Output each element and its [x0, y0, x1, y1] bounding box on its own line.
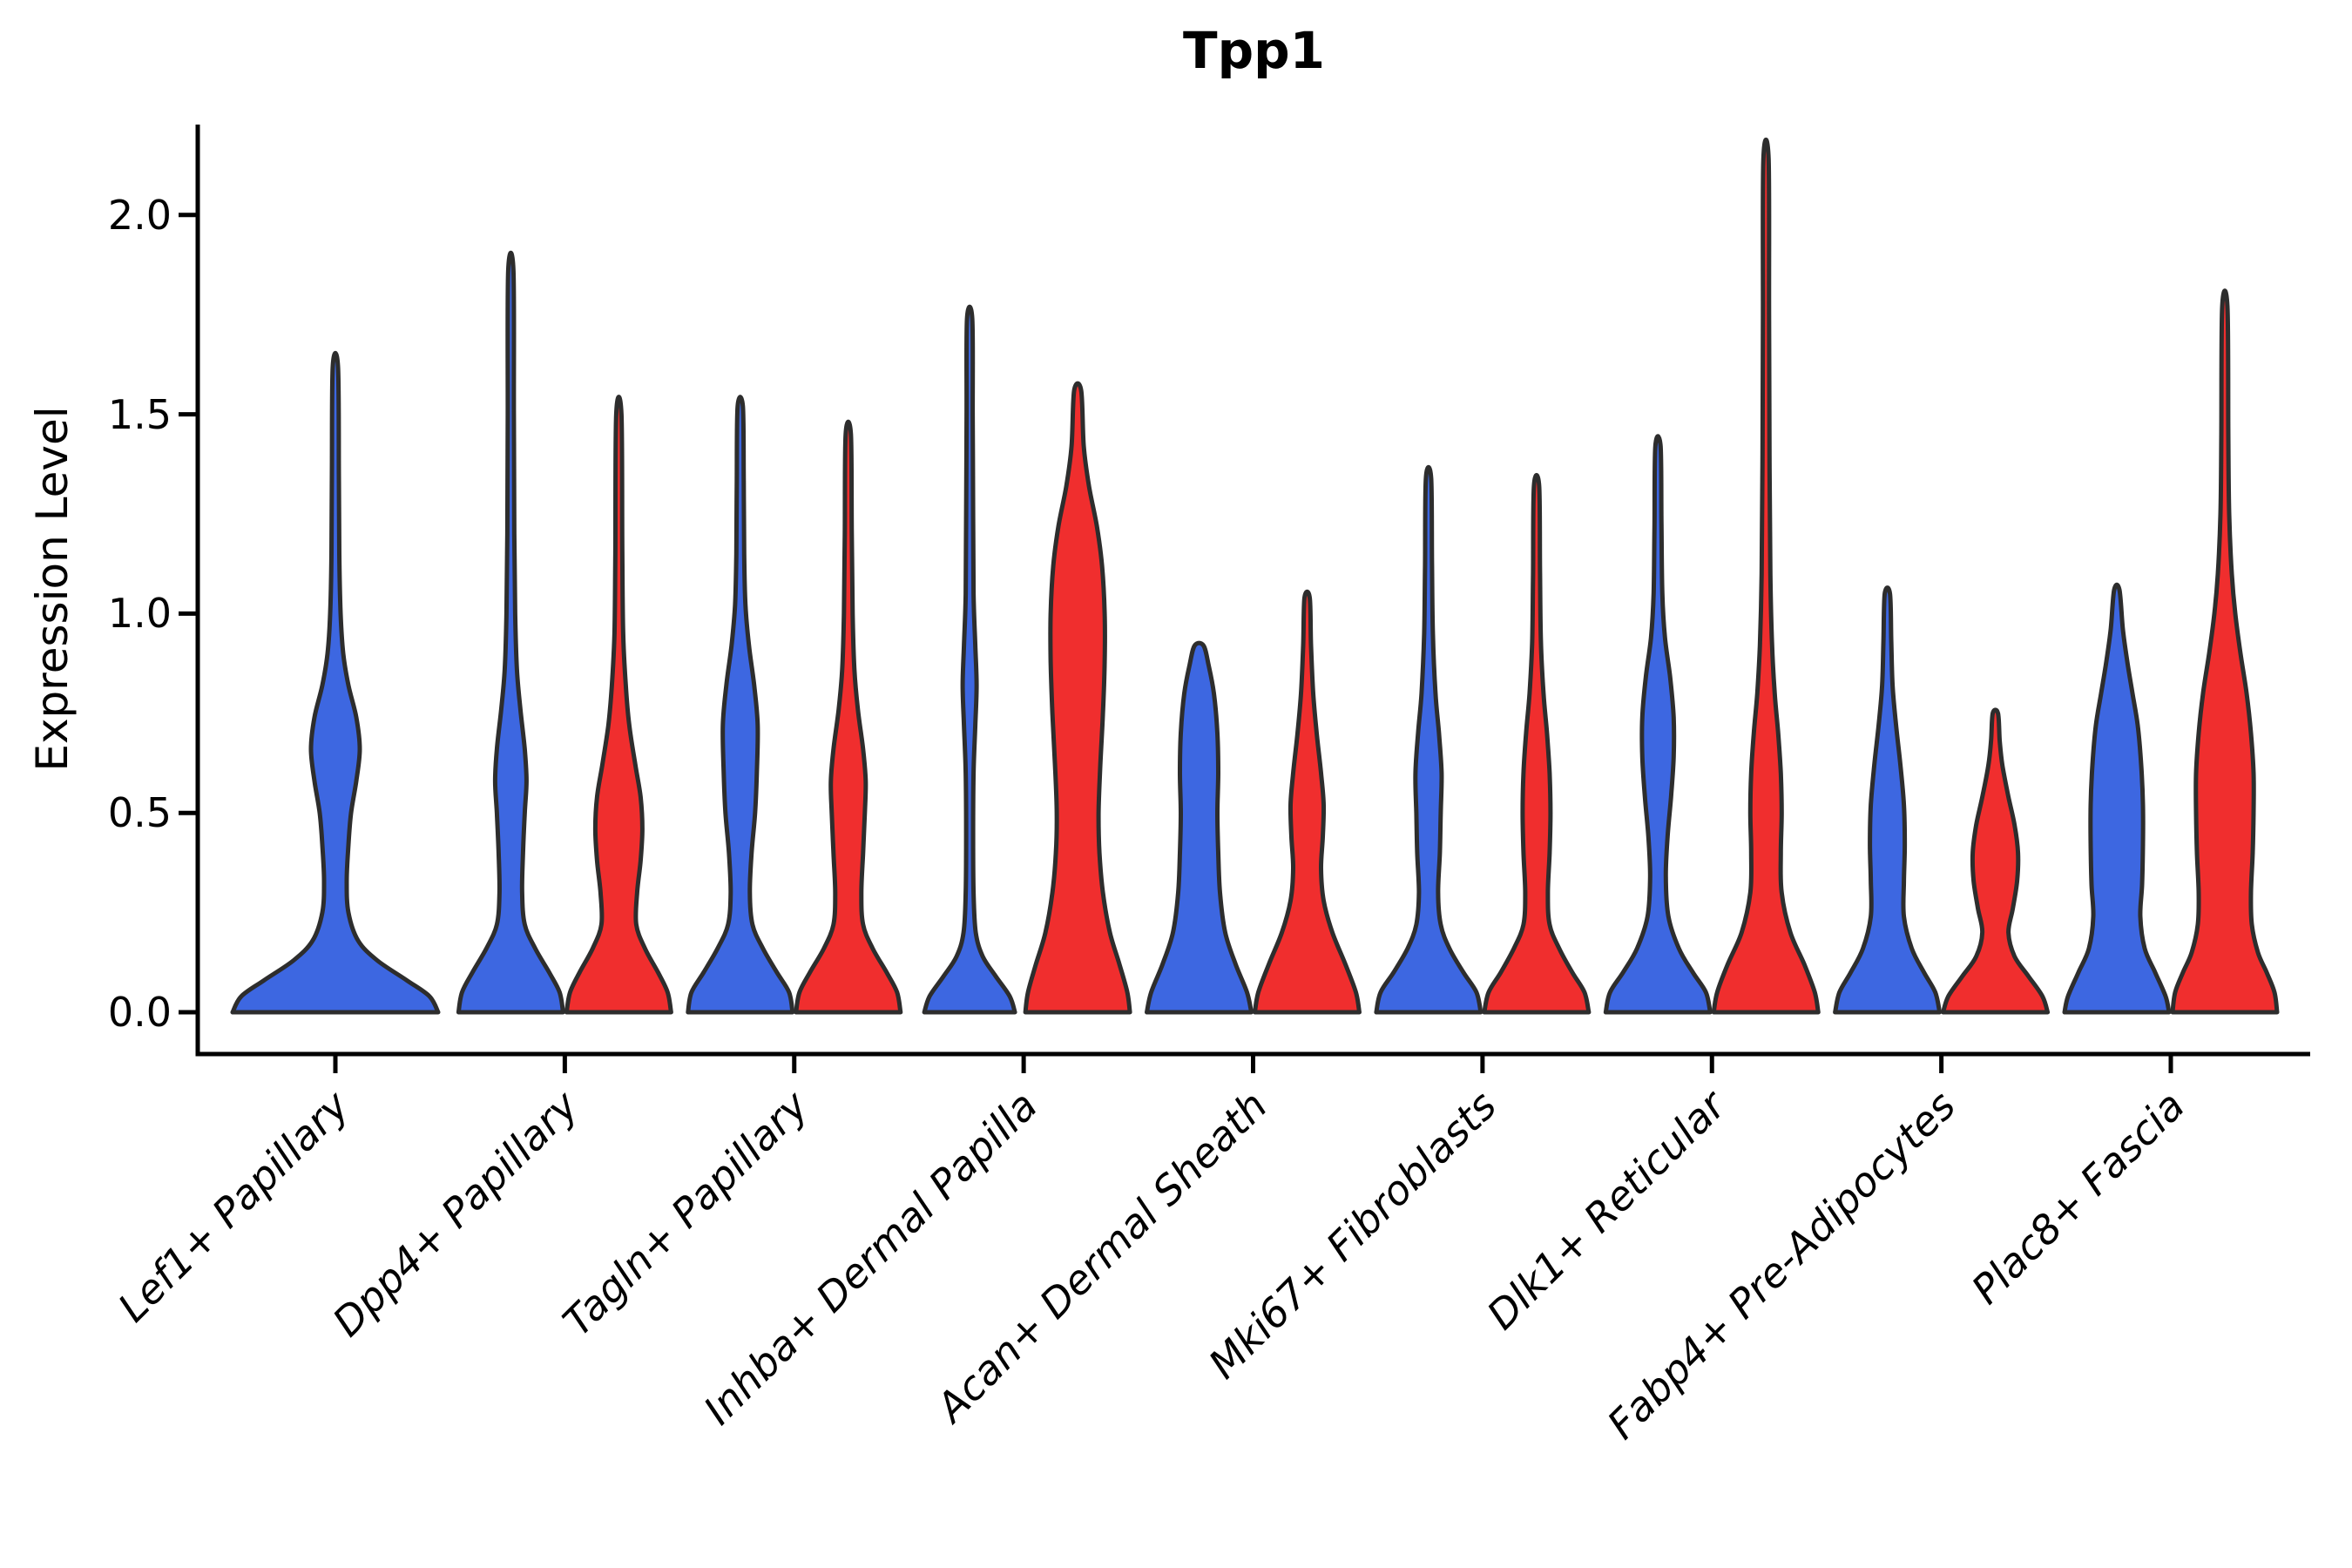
y-tick-label: 0.0	[107, 989, 172, 1036]
y-axis-label: Expression Level	[27, 406, 78, 772]
y-tick-label: 2.0	[107, 191, 172, 239]
violin-blue	[1374, 464, 1484, 1015]
violin-blue	[922, 304, 1017, 1015]
violin-blue	[1833, 585, 1943, 1015]
violin-red	[1023, 381, 1132, 1015]
violin-red	[1941, 707, 2051, 1015]
violin-blue	[2062, 582, 2172, 1015]
violin-blue	[686, 395, 795, 1015]
y-tick-label: 1.5	[107, 390, 172, 438]
violin-red	[2170, 288, 2280, 1015]
violin-blue	[1603, 434, 1713, 1015]
violin-red	[1482, 472, 1592, 1015]
y-tick-label: 0.5	[107, 789, 172, 837]
violin-red	[794, 419, 903, 1015]
violin-red	[564, 395, 673, 1015]
violin-blue	[230, 350, 441, 1015]
y-tick-label: 1.0	[107, 590, 172, 638]
violin-blue	[456, 250, 565, 1015]
chart-title: Tpp1	[1183, 21, 1325, 80]
violin-blue	[1145, 640, 1254, 1015]
violin-red	[1711, 137, 1821, 1015]
violin-red	[1253, 589, 1362, 1015]
